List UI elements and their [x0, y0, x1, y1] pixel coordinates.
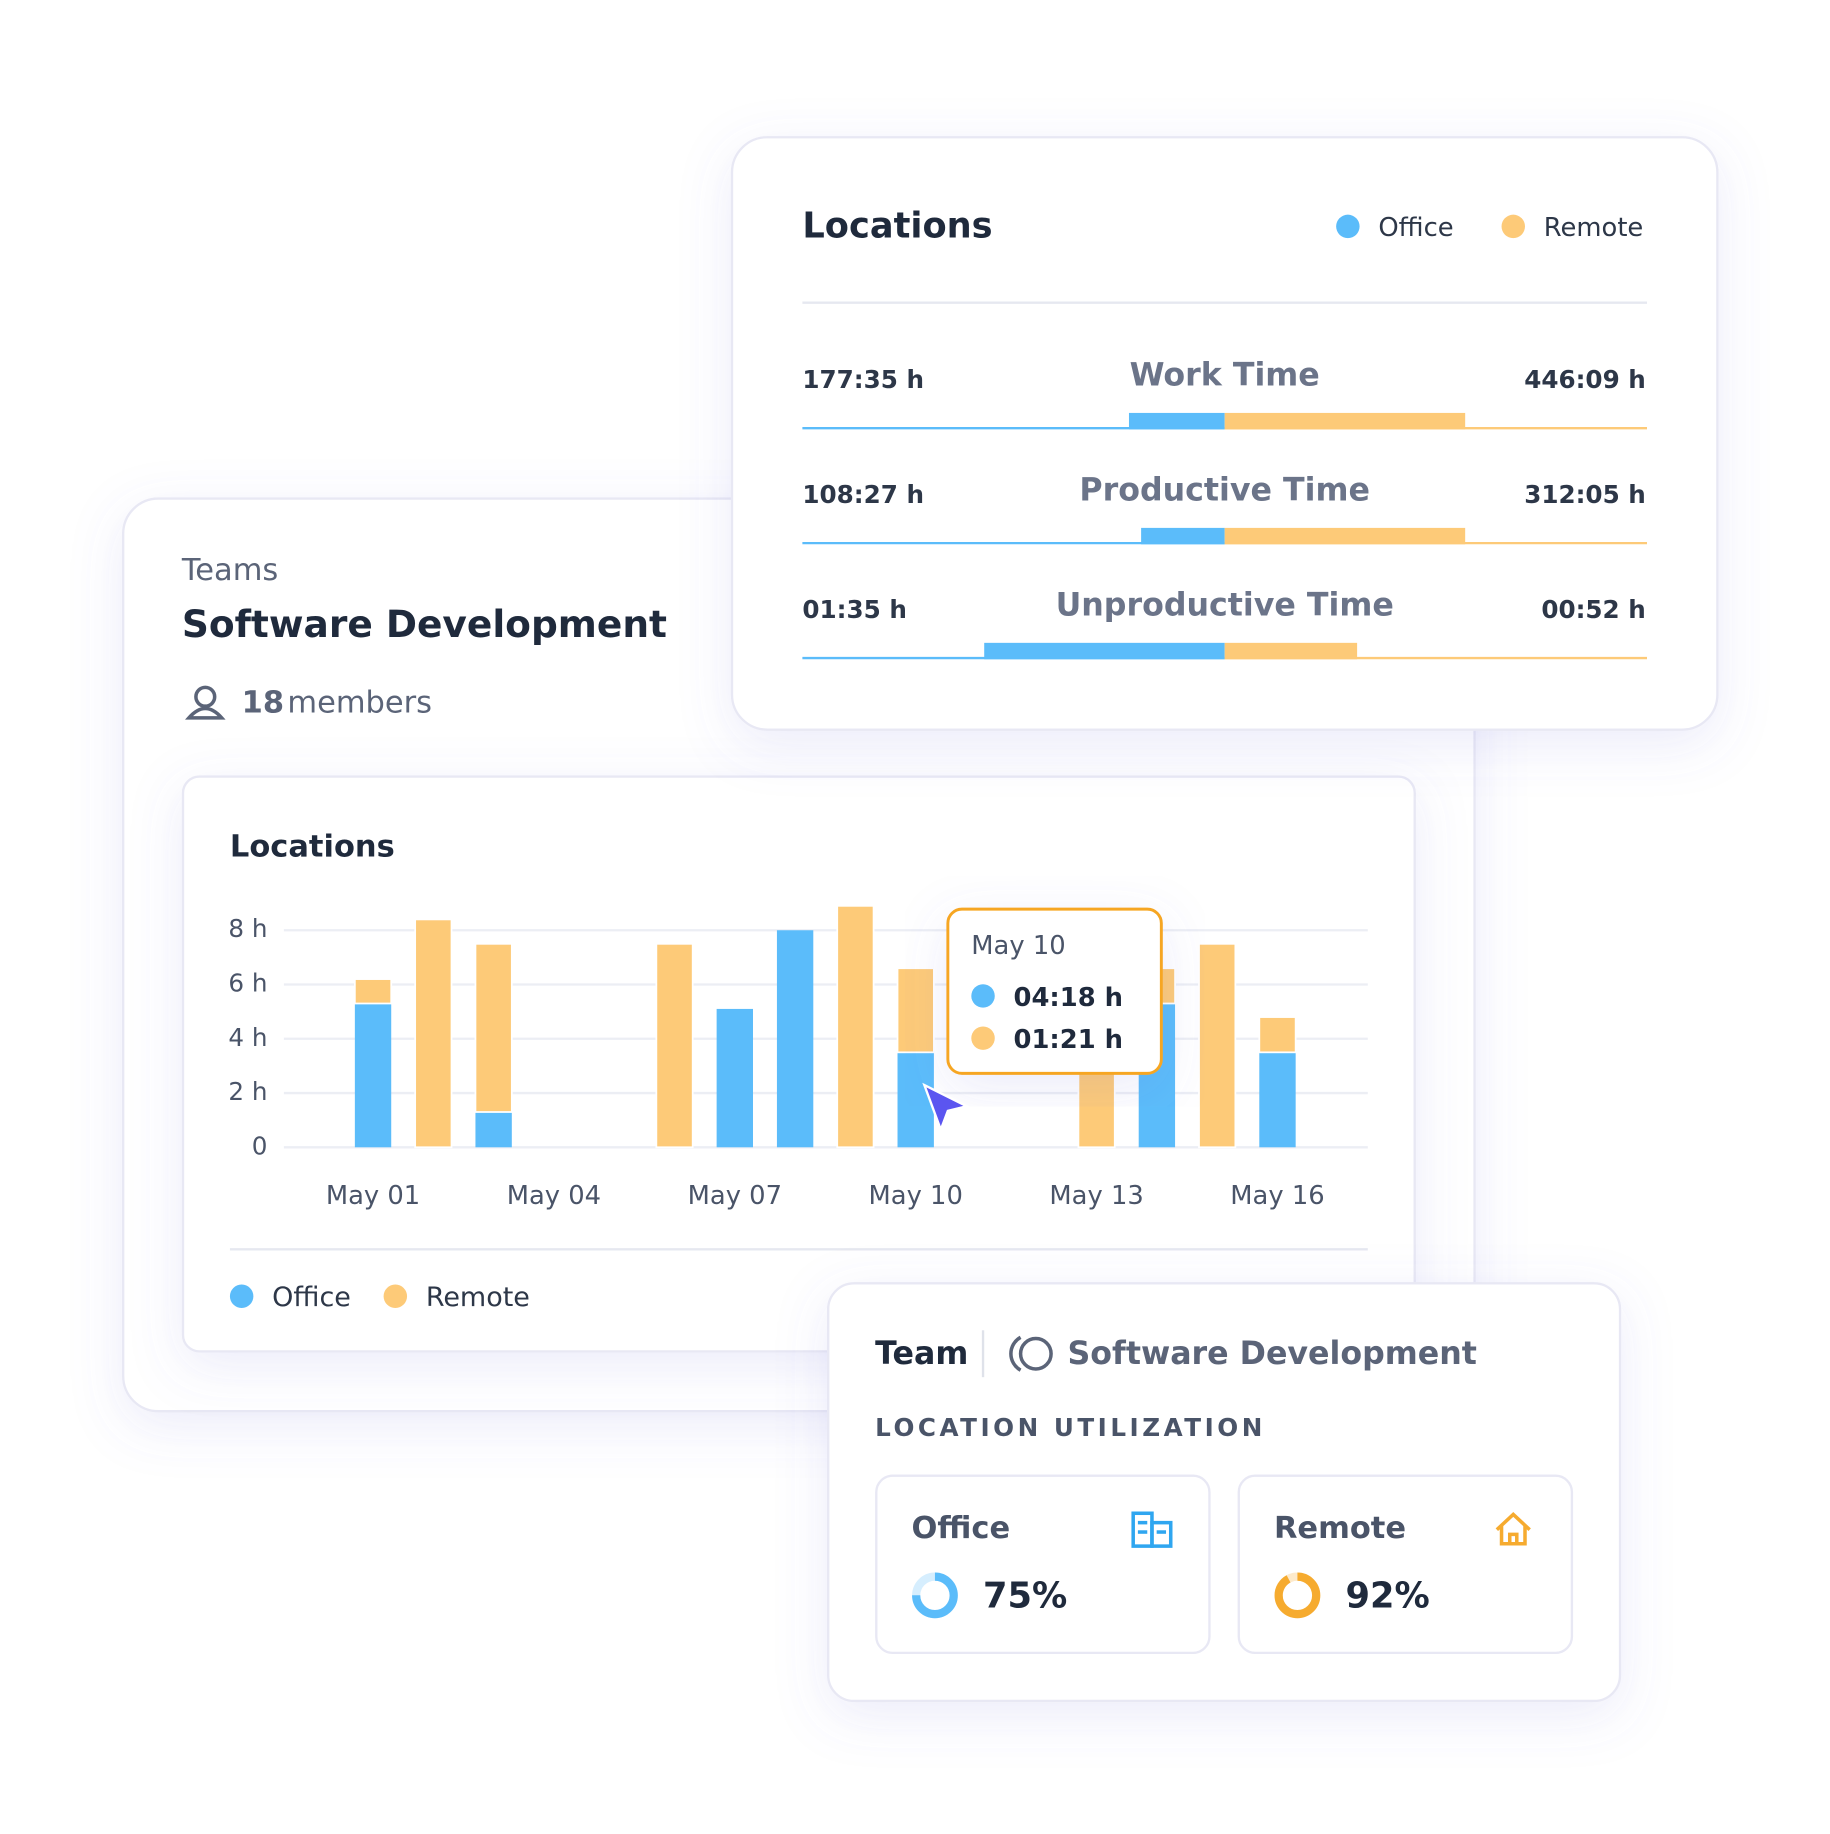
legend-dot — [1501, 214, 1525, 239]
bar-1 — [655, 942, 694, 1149]
section-heading: LOCATION UTILIZATION — [875, 1413, 1266, 1442]
bar-0 — [897, 1052, 934, 1148]
tooltip-value: 01:21 h — [1014, 1025, 1123, 1055]
bar-1 — [474, 942, 513, 1113]
legend-label: Office — [1378, 213, 1453, 243]
x-tick-label: May 07 — [688, 1181, 782, 1211]
locations-card — [730, 136, 1719, 731]
team-name: Software Development — [1068, 1336, 1477, 1372]
legend-label: Office — [272, 1282, 351, 1313]
house-icon — [1495, 1512, 1531, 1546]
y-tick-label: 8 h — [228, 914, 267, 943]
card-title: Locations — [802, 206, 992, 247]
tooltip-title: May 10 — [971, 931, 1065, 961]
row-left-value: 108:27 h — [802, 480, 924, 509]
tile-label: Office — [911, 1511, 1010, 1546]
member-icon — [184, 685, 226, 720]
bar-1 — [414, 918, 453, 1149]
team-icon — [1009, 1335, 1053, 1372]
tile-label: Remote — [1274, 1511, 1406, 1546]
chart-title: Locations — [230, 830, 395, 865]
bar-0 — [716, 1008, 753, 1148]
row-label: Work Time — [1130, 358, 1320, 394]
remote-bar — [1224, 642, 1358, 660]
office-tile — [875, 1474, 1211, 1655]
tooltip — [946, 907, 1163, 1075]
legend-label: Remote — [1544, 213, 1644, 243]
bar-0 — [776, 930, 814, 1148]
building-icon — [1131, 1511, 1173, 1548]
team-caption: Teams — [181, 553, 278, 588]
tile-value: 92% — [1346, 1576, 1430, 1617]
tile-value: 75% — [983, 1576, 1067, 1617]
remote-tile — [1237, 1474, 1574, 1655]
remote-bar — [1224, 527, 1466, 545]
legend-dot — [229, 1284, 254, 1308]
x-tick-label: May 04 — [507, 1181, 601, 1211]
bar-0 — [1259, 1052, 1296, 1148]
donut-value — [1274, 1572, 1321, 1619]
y-tick-label: 0 — [252, 1131, 268, 1160]
row-right-value: 446:09 h — [1524, 365, 1646, 394]
y-tick-label: 2 h — [228, 1077, 267, 1106]
x-tick-label: May 10 — [869, 1181, 963, 1211]
tooltip-value: 04:18 h — [1014, 983, 1123, 1013]
bar-1 — [836, 904, 875, 1149]
row-label: Unproductive Time — [1056, 587, 1394, 623]
team-name: Software Development — [182, 602, 667, 646]
row-right-value: 00:52 h — [1541, 595, 1645, 624]
legend-label: Remote — [426, 1282, 530, 1313]
office-bar — [1141, 527, 1225, 545]
tooltip-dot — [971, 1026, 995, 1050]
x-tick-label: May 13 — [1049, 1181, 1143, 1211]
remote-bar — [1224, 412, 1466, 430]
x-tick-label: May 01 — [326, 1181, 420, 1211]
legend-dot — [383, 1284, 408, 1308]
row-left-value: 177:35 h — [802, 365, 924, 394]
bar-1 — [353, 978, 393, 1005]
tooltip-dot — [971, 984, 995, 1008]
office-bar — [984, 642, 1225, 660]
bar-1 — [896, 967, 935, 1054]
cursor — [922, 1082, 970, 1134]
y-tick-label: 4 h — [228, 1023, 267, 1052]
bar-1 — [1198, 942, 1237, 1149]
legend-dot — [1336, 214, 1360, 239]
bar-0 — [475, 1112, 512, 1148]
row-label: Productive Time — [1079, 473, 1370, 509]
bar-1 — [1258, 1016, 1297, 1054]
row-right-value: 312:05 h — [1524, 480, 1646, 509]
office-bar — [1128, 412, 1225, 430]
y-tick-label: 6 h — [228, 969, 267, 998]
row-left-value: 01:35 h — [802, 595, 907, 624]
bar-0 — [354, 1003, 392, 1148]
x-tick-label: May 16 — [1230, 1181, 1324, 1211]
donut-value — [912, 1572, 958, 1619]
tab-label: Team — [875, 1336, 968, 1372]
member-count: 18 — [242, 685, 284, 720]
member-text: members — [287, 685, 432, 720]
